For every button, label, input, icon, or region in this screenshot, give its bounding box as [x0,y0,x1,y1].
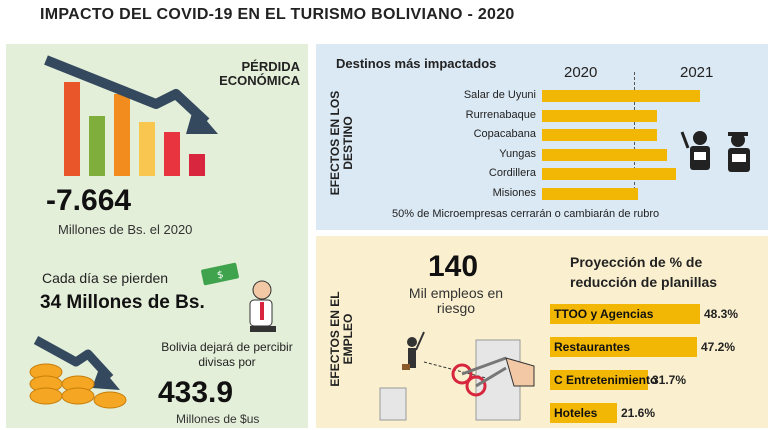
destination-label: Cordillera [488,167,536,179]
loss-value: -7.664 [46,184,132,217]
svg-text:$: $ [216,269,225,281]
divisas-line1: Bolivia dejará de percibir [161,340,293,354]
loss-caption: Millones de Bs. el 2020 [58,222,193,237]
loss-bar [139,122,155,176]
destination-bar [542,187,639,200]
destination-label: Rurrenabaque [465,108,536,121]
loss-bar [89,116,105,176]
jobs-caption-line2: riesgo [436,300,476,316]
divisas-line2: divisas por [198,355,256,369]
money-bill-icon: $ [201,262,239,286]
destination-label: Copacabana [473,128,536,140]
loss-heading-line2: ECONÓMICA [219,73,300,88]
jobs-caption: Mil empleos en riesgo [400,286,512,316]
daily-value: 34 Millones de Bs. [40,292,205,313]
decline-arrow [44,55,210,126]
payroll-bar: TTOO y Agencias [550,304,700,324]
payroll-bar: Hoteles [550,403,617,423]
destinations-footnote: 50% de Microempresas cerrarán o cambiará… [392,208,660,220]
destination-label: Salar de Uyuni [463,89,536,101]
payroll-bar: Restaurantes [550,337,697,357]
employment-panel: EFECTOS EN EL EMPLEO 140 Mil empleos en … [316,236,768,428]
divisas-arrow-head [92,366,120,390]
employment-side-label-line2: EMPLEO [341,313,355,365]
coin-stacks-icon [29,363,127,409]
payroll-chart: TTOO y Agencias 48.3% Restaurantes 47.2% C E… [550,236,768,428]
payroll-heading-line1: Proyección de % de [570,254,703,270]
payroll-value-label: 48.3% [704,307,739,321]
divisas-caption: Bolivia dejará de percibir divisas por [154,340,300,370]
divisas-units: Millones de $us [176,412,260,426]
employment-side-label: EFECTOS EN EL EMPLEO [328,279,355,399]
economic-loss-panel: $ PÉRDIDA ECONÓMICA -7.664 Millones de B… [6,44,308,428]
jobs-value: 140 [428,250,479,283]
decline-arrow-head [186,106,218,134]
loss-bar [189,154,205,176]
payroll-heading-line2: reducción de planillas [570,274,718,290]
loss-heading: PÉRDIDA ECONÓMICA [219,60,300,88]
loss-bar [64,82,80,176]
year-2020-label: 2020 [564,64,598,81]
destination-label: Misiones [492,186,536,199]
divisas-value: 433.9 [158,376,234,409]
loss-heading-line1: PÉRDIDA [241,59,300,74]
destinations-heading: Destinos más impactados [336,56,497,71]
loss-graphic: $ [29,55,276,409]
divisas-decline-arrow [33,336,114,382]
destination-label: Yungas [499,147,536,160]
payroll-value-label: 31.7% [652,373,687,387]
destination-bar [542,148,667,161]
destination-bar [542,90,700,102]
destinations-panel: EFECTOS EN LOS DESTINO Destinos más impa… [316,44,768,230]
destination-bar [542,168,677,180]
payroll-heading: Proyección de % de reducción de planilla… [570,252,717,292]
payroll-value-label: 47.2% [701,340,736,354]
destination-bar [542,129,658,141]
tourists-icon [680,131,750,172]
daily-caption: Cada día se pierden [42,270,169,286]
page-title: IMPACTO DEL COVID-19 EN EL TURISMO BOLIV… [40,6,515,23]
payroll-value-label: 21.6% [621,406,656,420]
year-2021-label: 2021 [680,64,714,81]
destinations-side-label: EFECTOS EN LOS DESTINO [328,83,355,203]
jobs-caption-line1: Mil empleos en [408,285,504,301]
destination-bar [542,109,658,122]
loss-bar [114,94,130,176]
loss-bar [164,132,180,176]
layoff-illustration [379,331,535,421]
destinations-side-label-line2: DESTINO [341,116,355,170]
worried-person-icon [249,280,276,332]
payroll-bar: C Entretenimiento [550,370,657,390]
